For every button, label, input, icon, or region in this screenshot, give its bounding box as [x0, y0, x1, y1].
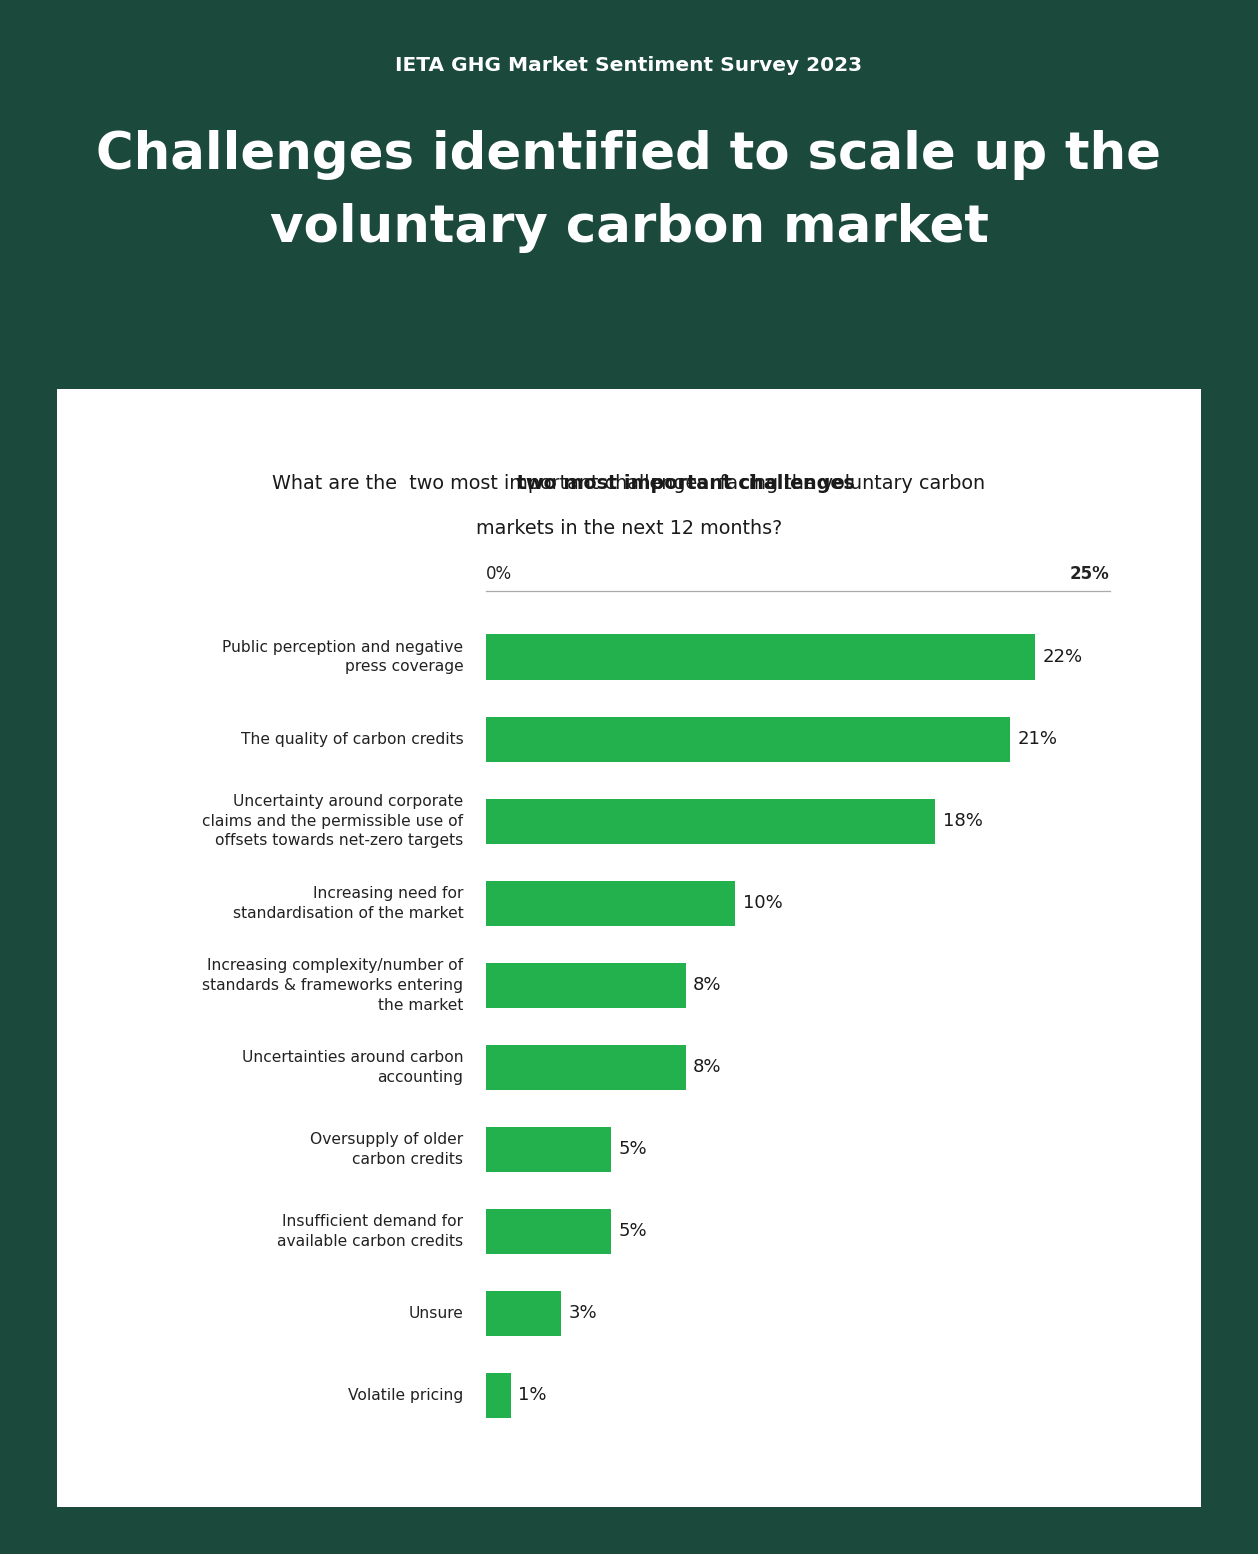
Text: Increasing complexity/number of
standards & frameworks entering
the market: Increasing complexity/number of standard… [203, 957, 463, 1013]
Text: 25%: 25% [1071, 566, 1110, 583]
Text: Uncertainty around corporate
claims and the permissible use of
offsets towards n: Uncertainty around corporate claims and … [203, 794, 463, 848]
Text: Insufficient demand for
available carbon credits: Insufficient demand for available carbon… [277, 1214, 463, 1249]
Text: 5%: 5% [618, 1223, 647, 1240]
Text: Increasing need for
standardisation of the market: Increasing need for standardisation of t… [233, 886, 463, 920]
Text: Public perception and negative
press coverage: Public perception and negative press cov… [223, 640, 463, 674]
Bar [486, 1291, 561, 1336]
Text: 10%: 10% [743, 894, 782, 912]
Text: IETA GHG Market Sentiment Survey 2023: IETA GHG Market Sentiment Survey 2023 [395, 56, 863, 75]
Text: 3%: 3% [569, 1304, 596, 1322]
Text: Unsure: Unsure [409, 1305, 463, 1321]
Bar [486, 634, 1035, 679]
Bar [486, 1044, 686, 1089]
Text: 22%: 22% [1043, 648, 1083, 667]
Text: Challenges identified to scale up the: Challenges identified to scale up the [97, 131, 1161, 180]
Text: 0%: 0% [486, 566, 512, 583]
Text: voluntary carbon market: voluntary carbon market [269, 204, 989, 253]
Bar [486, 1209, 610, 1254]
Bar [486, 1127, 610, 1172]
Bar [486, 716, 1010, 761]
Text: Uncertainties around carbon
accounting: Uncertainties around carbon accounting [242, 1051, 463, 1085]
Text: 21%: 21% [1018, 730, 1058, 747]
Text: markets in the next 12 months?: markets in the next 12 months? [476, 519, 782, 538]
Text: What are the  two most important challenges  facing the voluntary carbon: What are the two most important challeng… [273, 474, 985, 493]
Text: two most important challenges: two most important challenges [404, 474, 854, 493]
Text: 1%: 1% [518, 1386, 547, 1405]
Text: 5%: 5% [618, 1141, 647, 1158]
Text: 8%: 8% [693, 976, 722, 995]
Bar [486, 1372, 511, 1419]
Bar [486, 962, 686, 1009]
Text: Oversupply of older
carbon credits: Oversupply of older carbon credits [311, 1131, 463, 1167]
Text: 8%: 8% [693, 1058, 722, 1077]
Text: 18%: 18% [942, 813, 982, 830]
Bar [486, 881, 736, 926]
Bar [486, 799, 935, 844]
Text: Volatile pricing: Volatile pricing [348, 1388, 463, 1403]
Text: The quality of carbon credits: The quality of carbon credits [240, 732, 463, 746]
